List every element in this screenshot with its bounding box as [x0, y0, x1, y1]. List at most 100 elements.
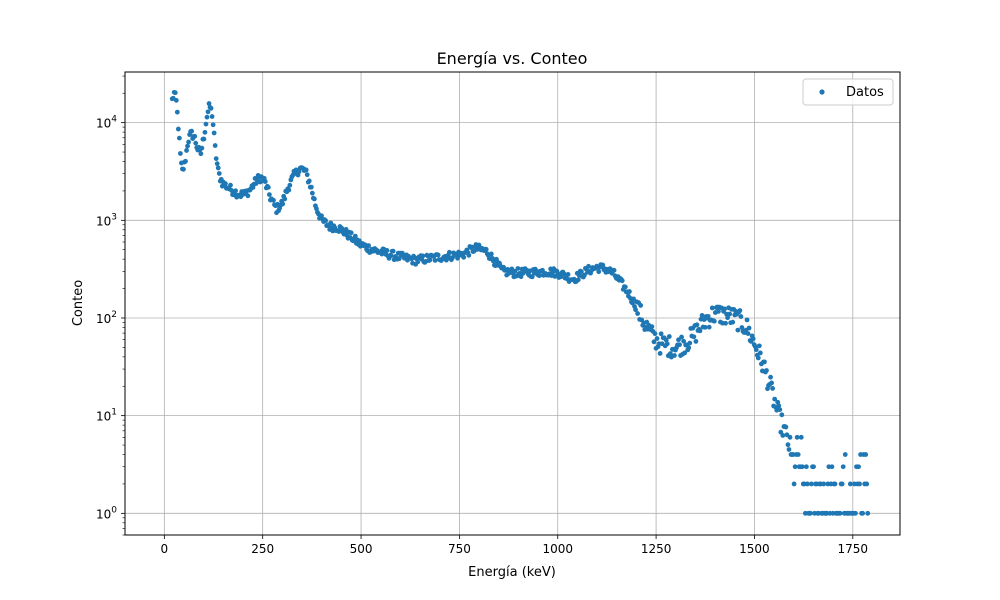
- data-point: [631, 296, 636, 302]
- data-point: [842, 452, 848, 457]
- x-tick-label: 1000: [542, 542, 573, 556]
- data-point: [744, 317, 750, 323]
- data-point: [390, 248, 396, 254]
- y-tick-label: 102: [96, 310, 117, 326]
- data-point: [716, 309, 721, 314]
- data-point: [682, 350, 688, 356]
- data-point: [860, 510, 866, 516]
- data-point: [794, 434, 800, 440]
- data-point: [666, 334, 672, 339]
- data-point: [857, 481, 862, 487]
- data-point: [352, 233, 358, 239]
- data-point: [174, 109, 180, 115]
- data-point: [654, 336, 660, 341]
- data-point: [199, 145, 205, 151]
- data-point: [755, 355, 761, 361]
- data-point: [791, 481, 797, 487]
- data-point: [575, 277, 581, 283]
- data-point: [783, 424, 789, 430]
- data-point: [202, 129, 208, 135]
- data-point: [600, 262, 606, 268]
- data-point: [209, 114, 215, 119]
- data-point: [795, 452, 801, 457]
- data-point: [865, 510, 871, 516]
- data-point: [185, 143, 190, 149]
- data-point: [415, 259, 421, 265]
- data-point: [804, 481, 810, 487]
- x-tick-label: 0: [161, 542, 169, 556]
- data-point: [304, 172, 310, 178]
- data-point: [735, 327, 741, 333]
- data-point: [308, 184, 314, 190]
- data-point: [764, 368, 769, 373]
- data-point: [705, 313, 711, 319]
- data-point: [203, 121, 209, 127]
- data-point: [753, 347, 759, 353]
- data-point: [657, 351, 663, 356]
- data-point: [343, 226, 349, 232]
- data-point: [183, 158, 188, 164]
- data-point: [189, 128, 195, 134]
- data-point: [762, 359, 767, 365]
- data-point: [271, 197, 276, 203]
- legend: Datos: [802, 78, 894, 106]
- data-point: [809, 481, 814, 487]
- data-point: [746, 325, 752, 331]
- data-point: [837, 510, 843, 516]
- data-point: [832, 481, 838, 487]
- data-point: [803, 464, 809, 470]
- data-point: [738, 314, 744, 319]
- data-point: [435, 252, 441, 258]
- data-point: [309, 190, 315, 196]
- data-point: [175, 126, 181, 132]
- data-point: [770, 386, 776, 391]
- data-point: [776, 403, 782, 409]
- data-point: [863, 452, 869, 457]
- data-point: [651, 339, 657, 345]
- data-point: [787, 434, 793, 440]
- data-point: [619, 278, 625, 284]
- data-point: [211, 130, 217, 136]
- data-point: [664, 341, 670, 347]
- data-point: [565, 272, 571, 277]
- data-point: [466, 252, 472, 258]
- data-point: [208, 105, 214, 111]
- data-point: [649, 324, 655, 330]
- data-point: [709, 305, 715, 311]
- x-tick-label: 1250: [641, 542, 672, 556]
- x-tick-label: 250: [251, 542, 274, 556]
- data-point: [366, 243, 371, 249]
- data-point: [447, 249, 452, 255]
- data-point: [184, 148, 189, 153]
- legend-marker: [819, 89, 825, 95]
- data-point: [756, 343, 762, 349]
- data-point: [172, 90, 178, 96]
- data-point: [652, 331, 658, 337]
- data-point: [768, 374, 773, 380]
- data-point: [691, 334, 697, 340]
- data-point: [266, 192, 272, 198]
- data-point: [311, 196, 317, 202]
- data-point: [287, 182, 293, 188]
- data-point: [216, 171, 222, 176]
- data-point: [686, 345, 692, 351]
- data-point: [780, 433, 786, 438]
- data-point: [864, 481, 870, 487]
- data-point: [677, 342, 682, 348]
- legend-box: [802, 78, 894, 106]
- y-axis: 100 101 102 103 104: [96, 75, 125, 536]
- data-point: [537, 273, 542, 279]
- data-point: [186, 139, 191, 145]
- x-tick-label: 750: [448, 542, 471, 556]
- data-point: [280, 201, 286, 207]
- data-point: [193, 140, 199, 146]
- data-point: [245, 193, 251, 199]
- data-point: [223, 181, 228, 187]
- data-point: [739, 325, 745, 330]
- data-point: [214, 161, 220, 167]
- data-point: [210, 122, 216, 128]
- data-point: [282, 196, 288, 202]
- data-point: [694, 322, 700, 328]
- data-point: [702, 324, 708, 330]
- plot-frame: [124, 71, 901, 536]
